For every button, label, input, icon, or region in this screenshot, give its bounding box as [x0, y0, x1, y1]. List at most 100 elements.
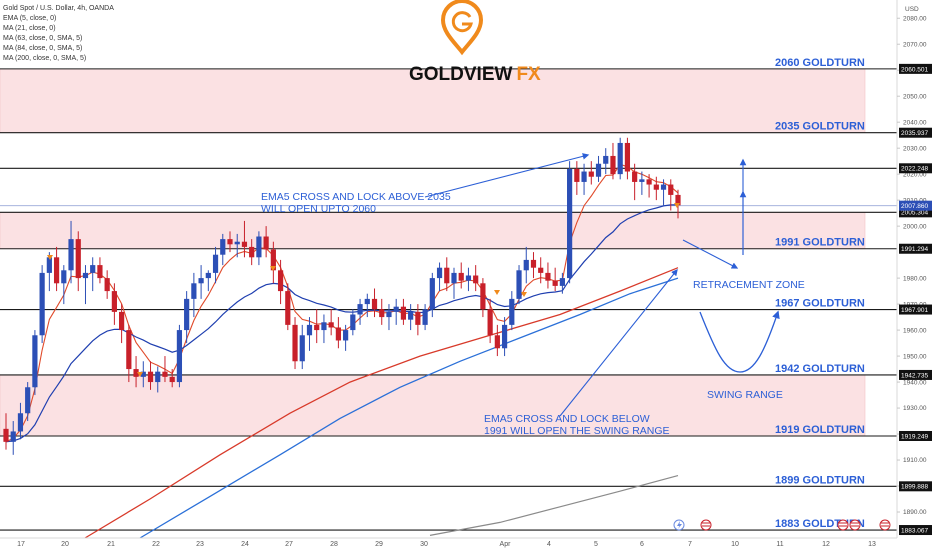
candle-body — [610, 155, 616, 175]
candle-body — [458, 272, 464, 281]
candle-body — [393, 306, 399, 312]
candle-body — [668, 184, 674, 195]
level-price-tag: 2060.501 — [901, 66, 928, 73]
candle-body — [299, 335, 305, 362]
candle — [588, 161, 594, 185]
x-tick-label: 6 — [640, 541, 644, 548]
level-price-tag-box — [899, 63, 932, 74]
annotation-swing-range: SWING RANGE — [707, 389, 783, 401]
legend-ma21[interactable]: MA (21, close, 0) — [3, 25, 56, 32]
candle-body — [509, 298, 515, 325]
x-tick-label: 30 — [420, 541, 428, 548]
candle-body — [545, 272, 551, 281]
candle-body — [256, 236, 262, 258]
candle — [90, 257, 96, 292]
candle-body — [480, 283, 486, 310]
candle — [473, 265, 479, 292]
x-tick-label: 24 — [241, 541, 249, 548]
candle-body — [306, 324, 313, 336]
candle — [10, 421, 16, 455]
candle-body — [335, 327, 341, 341]
legend-ma200[interactable]: MA (200, close, 0, SMA, 5) — [3, 55, 86, 62]
candle — [292, 317, 298, 370]
candle — [639, 171, 645, 195]
level-price-tag: 1883.067 — [901, 527, 928, 534]
flag-icon[interactable] — [700, 519, 712, 531]
candle — [234, 233, 240, 258]
candle — [306, 317, 313, 351]
candle — [494, 324, 500, 357]
x-tick-label: 27 — [285, 541, 293, 548]
candle-body — [451, 272, 457, 284]
candle-body — [465, 275, 472, 281]
candle — [646, 174, 652, 198]
candle-body — [140, 371, 146, 377]
level-price-tag-box — [899, 127, 932, 138]
candle — [436, 262, 443, 292]
candle — [530, 252, 537, 279]
level-price-tag: 1899.888 — [901, 484, 928, 491]
x-tick-label: 5 — [594, 541, 598, 548]
ma63-line — [84, 267, 679, 539]
candle-body — [321, 322, 327, 331]
legend-ma63[interactable]: MA (63, close, 0, SMA, 5) — [3, 35, 82, 42]
candle-body — [379, 309, 385, 318]
candle-body — [90, 265, 96, 273]
level-label: 2035 GOLDTURN — [775, 121, 865, 133]
candle-body — [198, 278, 204, 284]
candle — [603, 148, 609, 175]
pin-logo-icon — [440, 0, 484, 56]
candle-body — [17, 413, 24, 432]
candle-body — [111, 291, 117, 312]
candle-body — [523, 259, 529, 271]
candle-body — [617, 142, 623, 175]
candle — [668, 179, 674, 211]
x-tick-label: 4 — [547, 541, 551, 548]
flag-icon[interactable] — [849, 519, 861, 531]
candle — [119, 304, 125, 344]
legend: Gold Spot / U.S. Dollar, 4h, OANDA EMA (… — [3, 5, 114, 62]
candle — [538, 257, 544, 284]
candle-body — [147, 371, 154, 383]
lightning-icon[interactable] — [673, 519, 685, 531]
level-label: 2060 GOLDTURN — [775, 57, 865, 69]
candle-body — [653, 184, 659, 190]
candle-body — [97, 265, 103, 279]
brand-name: GOLDVIEW FX — [409, 64, 541, 85]
candle-body — [155, 371, 161, 383]
level-price-tag-box — [899, 369, 932, 380]
candle — [357, 298, 363, 325]
signal-marker — [47, 255, 53, 260]
candle — [523, 246, 529, 284]
candle — [61, 265, 67, 305]
candle — [386, 304, 392, 331]
candle — [559, 272, 565, 294]
candle-body — [357, 304, 363, 315]
candle-body — [588, 171, 594, 177]
candle-body — [227, 239, 233, 245]
candle — [371, 288, 378, 318]
y-tick-label: 1930.00 — [903, 405, 927, 412]
legend-symbol[interactable]: Gold Spot / U.S. Dollar, 4h, OANDA — [3, 5, 114, 12]
flag-icon[interactable] — [879, 519, 891, 531]
level-price-tag: 2005.304 — [901, 210, 928, 217]
legend-ema5[interactable]: EMA (5, close, 0) — [3, 15, 56, 22]
candle — [17, 402, 24, 440]
candle — [212, 246, 219, 284]
candle-body — [3, 428, 9, 442]
retracement-arrow — [682, 239, 739, 269]
flag-icon[interactable] — [837, 519, 849, 531]
candle-body — [538, 267, 544, 273]
x-tick-label: 23 — [196, 541, 204, 548]
candle-body — [574, 168, 580, 182]
level-label: 1899 GOLDTURN — [775, 474, 865, 486]
candle — [509, 291, 515, 331]
signal-marker — [674, 203, 680, 208]
candle — [133, 356, 139, 388]
level-price-tag-box — [899, 243, 932, 254]
candle — [39, 265, 45, 344]
candle — [155, 366, 161, 393]
legend-ma84[interactable]: MA (84, close, 0, SMA, 5) — [3, 45, 82, 52]
candle — [191, 272, 197, 318]
